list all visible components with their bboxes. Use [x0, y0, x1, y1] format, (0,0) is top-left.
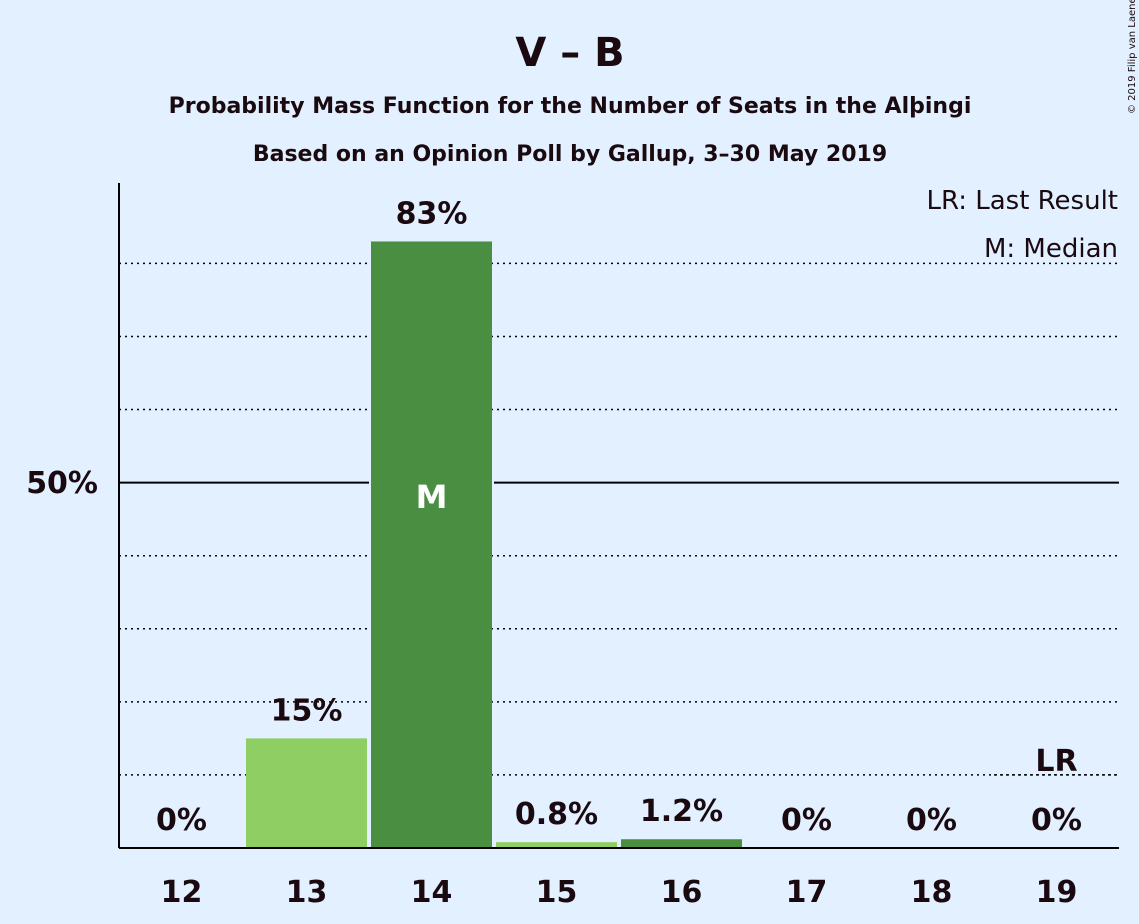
data-label-17: 0%: [781, 803, 832, 838]
data-label-14: 83%: [396, 196, 468, 231]
copyright-notice: © 2019 Filip van Laenen: [1127, 0, 1138, 114]
grid-lines: [119, 262, 1119, 776]
data-label-19: 0%: [1031, 803, 1082, 838]
bar-14: [371, 241, 492, 848]
x-tick-15: 15: [536, 875, 578, 910]
chart-title: V – B: [515, 30, 624, 76]
x-tick-19: 19: [1036, 875, 1078, 910]
bar-15: [496, 842, 617, 848]
median-marker: M: [416, 478, 448, 516]
chart-subtitle-1: Probability Mass Function for the Number…: [169, 94, 972, 119]
y-axis-label-50: 50%: [26, 466, 98, 501]
x-tick-12: 12: [161, 875, 203, 910]
bars: [246, 241, 742, 848]
bar-16: [621, 839, 742, 848]
legend-last-result: LR: Last Result: [926, 186, 1118, 216]
legend-median: M: Median: [984, 234, 1118, 264]
data-label-12: 0%: [156, 803, 207, 838]
x-tick-14: 14: [411, 875, 453, 910]
x-tick-13: 13: [286, 875, 328, 910]
chart-subtitle-2: Based on an Opinion Poll by Gallup, 3–30…: [253, 142, 887, 167]
bar-13: [246, 738, 367, 848]
x-tick-17: 17: [786, 875, 828, 910]
last-result-marker: LR: [1035, 744, 1077, 779]
data-labels: 0% 15% 83% M 0.8% 1.2% 0% 0% 0% LR: [156, 196, 1082, 838]
x-tick-16: 16: [661, 875, 703, 910]
data-label-16: 1.2%: [640, 794, 723, 829]
data-label-18: 0%: [906, 803, 957, 838]
x-tick-18: 18: [911, 875, 953, 910]
x-tick-labels: 12 13 14 15 16 17 18 19: [161, 875, 1078, 910]
data-label-13: 15%: [271, 693, 343, 728]
data-label-15: 0.8%: [515, 797, 598, 832]
